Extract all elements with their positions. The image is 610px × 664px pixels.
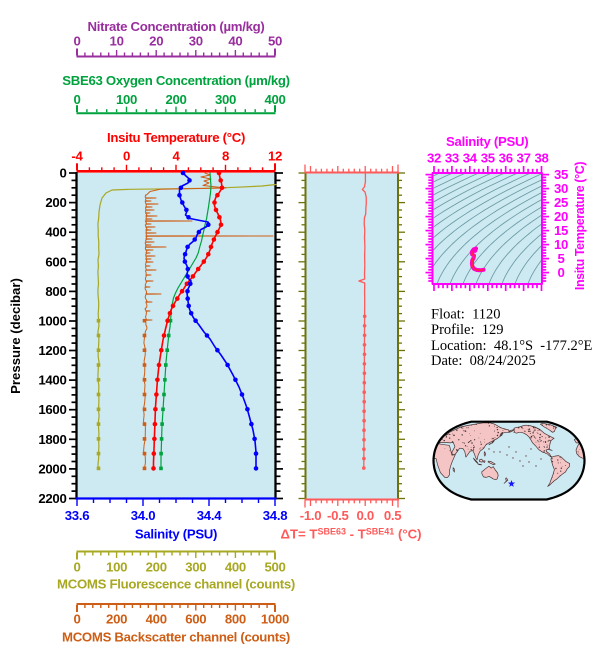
svg-text:Insitu Temperature (°C): Insitu Temperature (°C): [107, 130, 245, 145]
svg-text:Profile: 129: Profile: 129: [431, 322, 504, 338]
svg-text:200: 200: [45, 195, 66, 210]
svg-text:Salinity (PSU): Salinity (PSU): [446, 134, 528, 149]
svg-text:38: 38: [534, 151, 548, 166]
svg-text:-1.0: -1.0: [300, 508, 322, 523]
svg-text:300: 300: [215, 92, 236, 107]
svg-text:40: 40: [228, 34, 242, 49]
svg-text:1400: 1400: [38, 373, 66, 388]
svg-text:2000: 2000: [38, 461, 66, 476]
svg-text:ΔT= TSBE63 - TSBE41 (°C): ΔT= TSBE63 - TSBE41 (°C): [280, 527, 421, 542]
svg-text:0.0: 0.0: [356, 508, 373, 523]
svg-text:30: 30: [554, 181, 568, 196]
svg-text:1600: 1600: [38, 402, 66, 417]
svg-text:0: 0: [73, 560, 80, 575]
svg-text:20: 20: [149, 34, 163, 49]
svg-text:200: 200: [106, 612, 127, 627]
svg-text:400: 400: [146, 612, 167, 627]
svg-text:400: 400: [264, 92, 285, 107]
svg-text:600: 600: [45, 254, 66, 269]
svg-text:34.4: 34.4: [197, 508, 222, 523]
svg-text:1000: 1000: [38, 314, 66, 329]
svg-text:0.5: 0.5: [384, 508, 401, 523]
svg-text:0: 0: [557, 265, 564, 280]
svg-text:0: 0: [73, 92, 80, 107]
svg-text:Date: 08/24/2025: Date: 08/24/2025: [431, 353, 536, 369]
svg-text:0: 0: [59, 166, 66, 181]
svg-text:34.0: 34.0: [131, 508, 155, 523]
svg-text:34: 34: [463, 151, 478, 166]
svg-text:100: 100: [116, 92, 137, 107]
svg-text:Location: 48.1°S -177.2°E: Location: 48.1°S -177.2°E: [431, 338, 593, 354]
svg-text:15: 15: [554, 223, 568, 238]
svg-text:4: 4: [172, 149, 180, 164]
svg-text:30: 30: [189, 34, 203, 49]
svg-text:Nitrate Concentration (µm/kg): Nitrate Concentration (µm/kg): [88, 19, 265, 34]
svg-text:500: 500: [264, 560, 285, 575]
svg-text:5: 5: [557, 251, 564, 266]
svg-text:25: 25: [554, 195, 568, 210]
svg-text:32: 32: [427, 151, 441, 166]
svg-text:1200: 1200: [38, 343, 66, 358]
svg-text:100: 100: [106, 560, 127, 575]
svg-text:10: 10: [110, 34, 124, 49]
svg-text:33: 33: [445, 151, 459, 166]
svg-text:300: 300: [185, 560, 206, 575]
svg-text:12: 12: [268, 149, 282, 164]
svg-text:1800: 1800: [38, 432, 66, 447]
svg-text:-0.5: -0.5: [327, 508, 349, 523]
svg-text:36: 36: [499, 151, 513, 166]
svg-text:0: 0: [73, 612, 80, 627]
svg-text:35: 35: [554, 167, 568, 182]
svg-text:-4: -4: [71, 149, 83, 164]
svg-text:MCOMS Fluorescence channel (co: MCOMS Fluorescence channel (counts): [57, 577, 295, 592]
svg-text:Salinity (PSU): Salinity (PSU): [135, 527, 217, 542]
svg-text:Float: 1120: Float: 1120: [431, 307, 501, 323]
svg-text:33.6: 33.6: [65, 508, 89, 523]
svg-text:0: 0: [73, 34, 80, 49]
svg-text:10: 10: [554, 237, 568, 252]
svg-text:34.8: 34.8: [263, 508, 287, 523]
svg-text:50: 50: [268, 34, 282, 49]
svg-text:0: 0: [123, 149, 130, 164]
svg-text:8: 8: [222, 149, 229, 164]
svg-text:800: 800: [225, 612, 246, 627]
svg-text:20: 20: [554, 209, 568, 224]
svg-text:37: 37: [517, 151, 531, 166]
svg-text:600: 600: [185, 612, 206, 627]
svg-text:400: 400: [225, 560, 246, 575]
svg-text:Pressure (decibar): Pressure (decibar): [8, 278, 23, 394]
svg-text:SBE63 Oxygen Concentration (µm: SBE63 Oxygen Concentration (µm/kg): [62, 73, 290, 88]
svg-text:1000: 1000: [261, 612, 289, 627]
svg-text:800: 800: [45, 284, 66, 299]
svg-text:200: 200: [165, 92, 186, 107]
svg-text:MCOMS Backscatter channel (cou: MCOMS Backscatter channel (counts): [62, 630, 290, 645]
svg-text:200: 200: [146, 560, 167, 575]
svg-text:Insitu Temperature (°C): Insitu Temperature (°C): [573, 162, 587, 290]
svg-text:2200: 2200: [38, 491, 66, 506]
svg-text:35: 35: [481, 151, 495, 166]
svg-text:400: 400: [45, 225, 66, 240]
